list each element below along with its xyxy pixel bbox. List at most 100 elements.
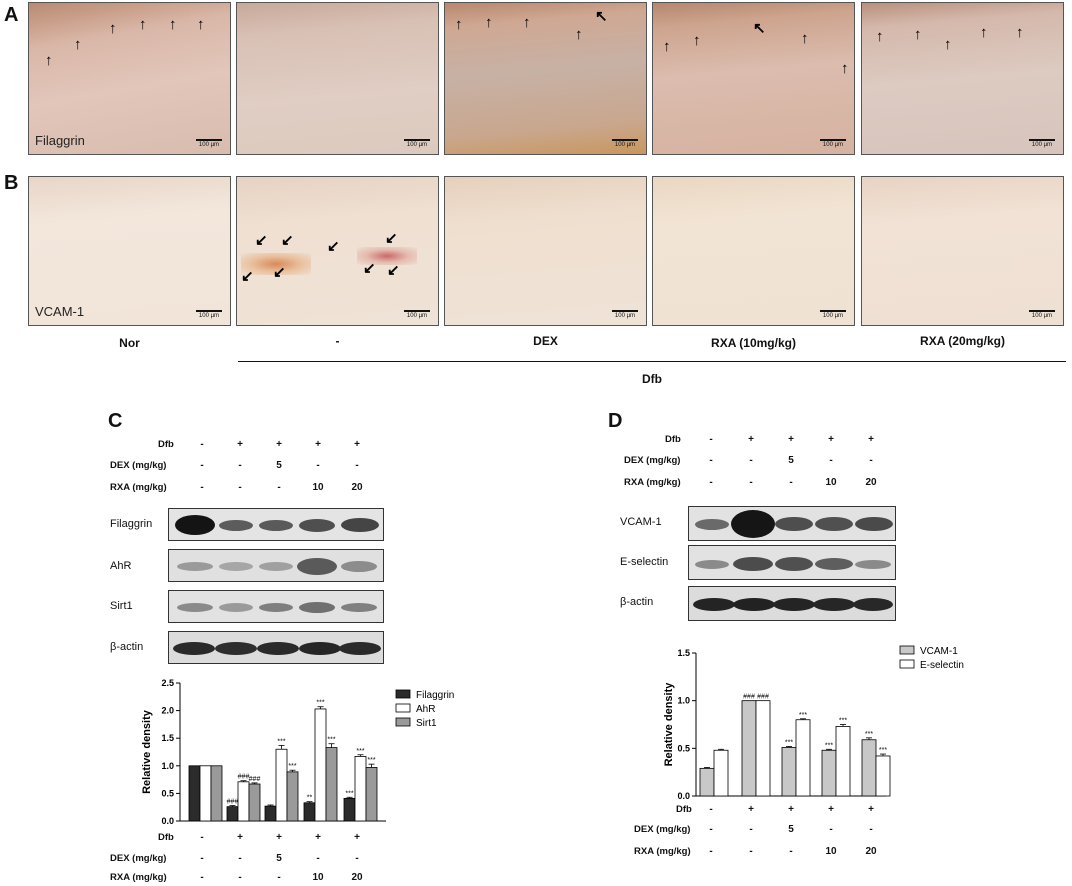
group-label-rxa20: RXA (20mg/kg) <box>920 334 1005 348</box>
bar <box>365 767 378 822</box>
micro-a-rxa10: ↑ ↑ ↖ ↑ ↑ 100 µm <box>652 2 855 155</box>
arrow-icon: ↑ <box>663 38 671 55</box>
cell: - <box>829 824 833 835</box>
significance-mark: *** <box>799 712 807 719</box>
significance-mark: ### <box>227 799 239 806</box>
scale-bar: 100 µm <box>196 139 222 148</box>
legend-label: Filaggrin <box>416 690 454 701</box>
scale-bar: 100 µm <box>1029 310 1055 319</box>
y-tick-label: 1.0 <box>161 761 174 771</box>
arrow-icon: ↑ <box>169 16 177 33</box>
arrow-icon: ↑ <box>801 30 809 47</box>
cell: + <box>237 832 243 843</box>
legend-label: Sirt1 <box>416 718 437 729</box>
scale-bar: 100 µm <box>1029 139 1055 148</box>
cell: + <box>788 434 794 445</box>
blot-vcam1 <box>688 506 896 541</box>
cell: - <box>709 824 713 835</box>
panel-letter-c: C <box>108 410 123 432</box>
legend-swatch <box>395 703 411 713</box>
bar <box>795 719 811 797</box>
cell: - <box>200 872 204 883</box>
micro-b-vehicle: ↙ ↙ ↙ ↙ ↙ ↙ ↙ ↙ 100 µm <box>236 176 439 326</box>
bar <box>343 797 356 822</box>
significance-mark: *** <box>288 763 296 770</box>
panel-letter-d: D <box>608 410 623 432</box>
blot-label-vcam1: VCAM-1 <box>620 516 662 528</box>
bar <box>875 755 891 797</box>
blot-label-ahr: AhR <box>110 560 132 572</box>
arrow-icon: ↑ <box>197 16 205 33</box>
legend-swatch <box>899 645 915 655</box>
cell: - <box>869 824 873 835</box>
y-axis-label: Relative density <box>141 709 153 794</box>
scale-bar: 100 µm <box>612 310 638 319</box>
y-tick-label: 2.0 <box>161 706 174 716</box>
y-tick-label: 1.5 <box>161 733 174 743</box>
cell: 10 <box>312 482 324 493</box>
arrow-icon: ↑ <box>876 28 884 45</box>
significance-mark: *** <box>879 747 887 754</box>
row-label-rxa: RXA (mg/kg) <box>110 482 167 493</box>
cell: - <box>200 482 204 493</box>
blot-filaggrin <box>168 508 384 541</box>
row-label-rxa: RXA (mg/kg) <box>624 477 681 488</box>
group-label-dfb: Dfb <box>642 372 662 386</box>
cell: - <box>749 824 753 835</box>
cell: + <box>315 439 321 450</box>
micro-b-rxa10: 100 µm <box>652 176 855 326</box>
micro-b-rxa20: 100 µm <box>861 176 1064 326</box>
arrow-icon: ↙ <box>273 264 286 281</box>
row-label-rxa: RXA (mg/kg) <box>110 872 167 883</box>
cell: + <box>828 804 834 815</box>
group-label-nor: Nor <box>119 336 140 350</box>
cell: - <box>789 477 793 488</box>
bar <box>699 767 715 797</box>
cell: - <box>277 482 281 493</box>
cell: + <box>788 804 794 815</box>
group-label-rxa10: RXA (10mg/kg) <box>711 336 796 350</box>
significance-mark: *** <box>785 739 793 746</box>
arrow-icon: ↑ <box>523 14 531 31</box>
cell: - <box>869 455 873 466</box>
cell: - <box>749 846 753 857</box>
row-label-dfb: Dfb <box>158 832 174 843</box>
cell: - <box>238 853 242 864</box>
cell: - <box>316 853 320 864</box>
arrow-icon: ↙ <box>281 232 294 249</box>
legend-swatch <box>395 689 411 699</box>
arrow-icon: ↖ <box>753 20 766 37</box>
group-label-dex: DEX <box>533 334 558 348</box>
y-tick-label: 0.0 <box>677 791 690 801</box>
row-label-dfb: Dfb <box>665 434 681 445</box>
stain-label-filaggrin: Filaggrin <box>35 133 85 148</box>
significance-mark: *** <box>316 700 324 707</box>
bar <box>354 756 367 822</box>
stain-label-vcam1: VCAM-1 <box>35 304 85 319</box>
significance-mark: *** <box>825 742 833 749</box>
bar <box>821 749 837 797</box>
significance-mark: ### <box>238 774 250 781</box>
legend-label: E-selectin <box>920 660 964 671</box>
significance-mark: *** <box>327 737 335 744</box>
legend-label: AhR <box>416 704 435 715</box>
cell: - <box>709 455 713 466</box>
significance-mark: ### <box>249 776 261 783</box>
bar <box>755 700 771 797</box>
arrow-icon: ↙ <box>255 232 268 249</box>
y-tick-label: 0.5 <box>677 743 690 753</box>
micro-a-nor: ↑ ↑ ↑ ↑ ↑ ↑ Filaggrin 100 µm <box>28 2 231 155</box>
significance-mark: *** <box>356 748 364 755</box>
dfb-bracket-line <box>238 361 1066 362</box>
cell: - <box>709 846 713 857</box>
vcam1-stain-region <box>357 247 417 265</box>
arrow-icon: ↑ <box>455 16 463 33</box>
cell: - <box>355 853 359 864</box>
cell: 5 <box>788 824 794 835</box>
y-tick-label: 1.0 <box>677 696 690 706</box>
micro-a-dex: ↑ ↑ ↑ ↑ ↖ 100 µm <box>444 2 647 155</box>
cell: + <box>354 832 360 843</box>
arrow-icon: ↑ <box>74 36 82 53</box>
arrow-icon: ↑ <box>45 52 53 69</box>
bar <box>264 805 277 822</box>
